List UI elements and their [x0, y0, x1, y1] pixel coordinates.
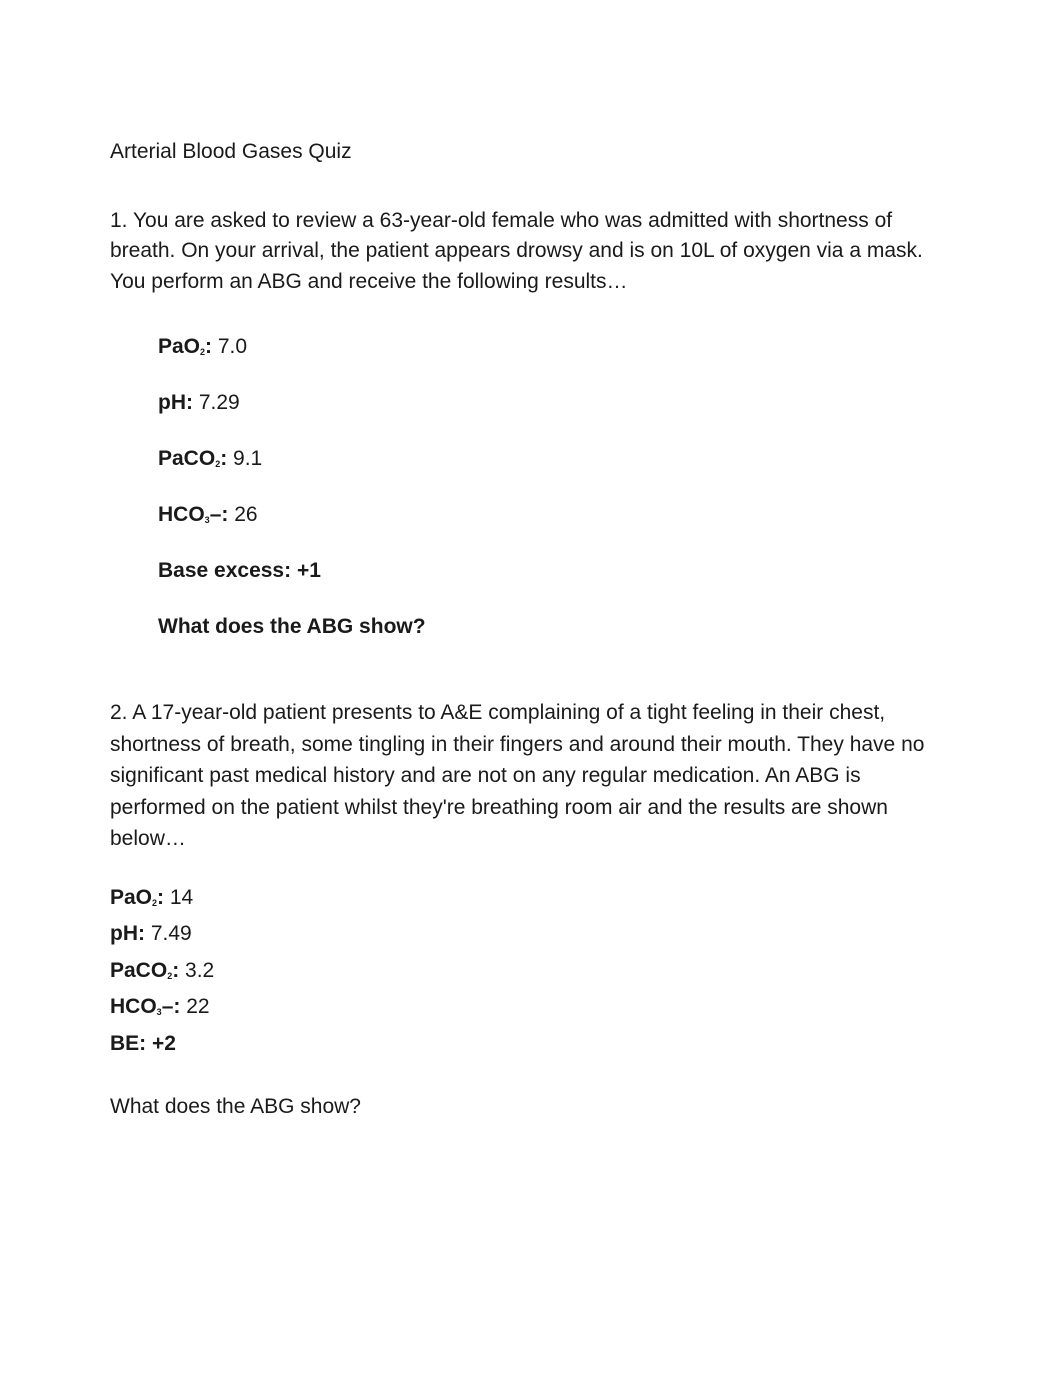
q1-pao2-line: PaO2: 7.0	[158, 335, 952, 359]
q2-hco3-value: 22	[180, 995, 209, 1018]
q2-question: What does the ABG show?	[110, 1095, 952, 1119]
q1-prompt: 1. You are asked to review a 63-year-old…	[110, 206, 952, 297]
q2-be-label: BE: +2	[110, 1032, 176, 1055]
q1-pao2-label-post: :	[205, 335, 212, 358]
q2-be-line: BE: +2	[110, 1029, 952, 1059]
q1-hco3-label-post: –:	[210, 503, 229, 526]
q1-hco3-line: HCO3–: 26	[158, 503, 952, 527]
q1-hco3-label-pre: HCO	[158, 503, 205, 526]
q1-question-line: What does the ABG show?	[158, 615, 952, 639]
q2-abg-values: PaO2: 14 pH: 7.49 PaCO2: 3.2 HCO3–: 22 B…	[110, 883, 952, 1059]
q2-pao2-sub: 2	[152, 898, 157, 908]
q2-pao2-line: PaO2: 14	[110, 883, 952, 913]
q2-hco3-label-pre: HCO	[110, 995, 157, 1018]
q2-ph-label: pH:	[110, 922, 145, 945]
q1-abg-values: PaO2: 7.0 pH: 7.29 PaCO2: 9.1 HCO3–: 26 …	[158, 335, 952, 639]
q1-pao2-value: 7.0	[212, 335, 247, 358]
q1-pao2-label-pre: PaO	[158, 335, 200, 358]
q2-pao2-label-post: :	[157, 886, 164, 909]
q2-ph-line: pH: 7.49	[110, 919, 952, 949]
q2-hco3-sub: 3	[157, 1007, 162, 1017]
q2-hco3-label-post: –:	[162, 995, 181, 1018]
q1-paco2-label-pre: PaCO	[158, 447, 215, 470]
q2-pao2-label-pre: PaO	[110, 886, 152, 909]
q2-hco3-line: HCO3–: 22	[110, 992, 952, 1022]
q1-pao2-sub: 2	[200, 347, 205, 357]
q1-ph-line: pH: 7.29	[158, 391, 952, 415]
q1-be-label: Base excess: +1	[158, 559, 321, 582]
page-title: Arterial Blood Gases Quiz	[110, 140, 952, 164]
q1-hco3-sub: 3	[205, 515, 210, 525]
q1-paco2-line: PaCO2: 9.1	[158, 447, 952, 471]
q2-paco2-value: 3.2	[179, 959, 214, 982]
q1-ph-value: 7.29	[193, 391, 240, 414]
q2-paco2-sub: 2	[167, 971, 172, 981]
q1-hco3-value: 26	[228, 503, 257, 526]
q1-ph-label: pH:	[158, 391, 193, 414]
q2-prompt: 2. A 17-year-old patient presents to A&E…	[110, 697, 952, 855]
q2-pao2-value: 14	[164, 886, 193, 909]
q2-ph-value: 7.49	[145, 922, 192, 945]
q2-paco2-label-pre: PaCO	[110, 959, 167, 982]
q2-paco2-line: PaCO2: 3.2	[110, 956, 952, 986]
q1-question: What does the ABG show?	[158, 615, 426, 638]
q1-paco2-value: 9.1	[227, 447, 262, 470]
q1-paco2-sub: 2	[215, 459, 220, 469]
q1-be-line: Base excess: +1	[158, 559, 952, 583]
